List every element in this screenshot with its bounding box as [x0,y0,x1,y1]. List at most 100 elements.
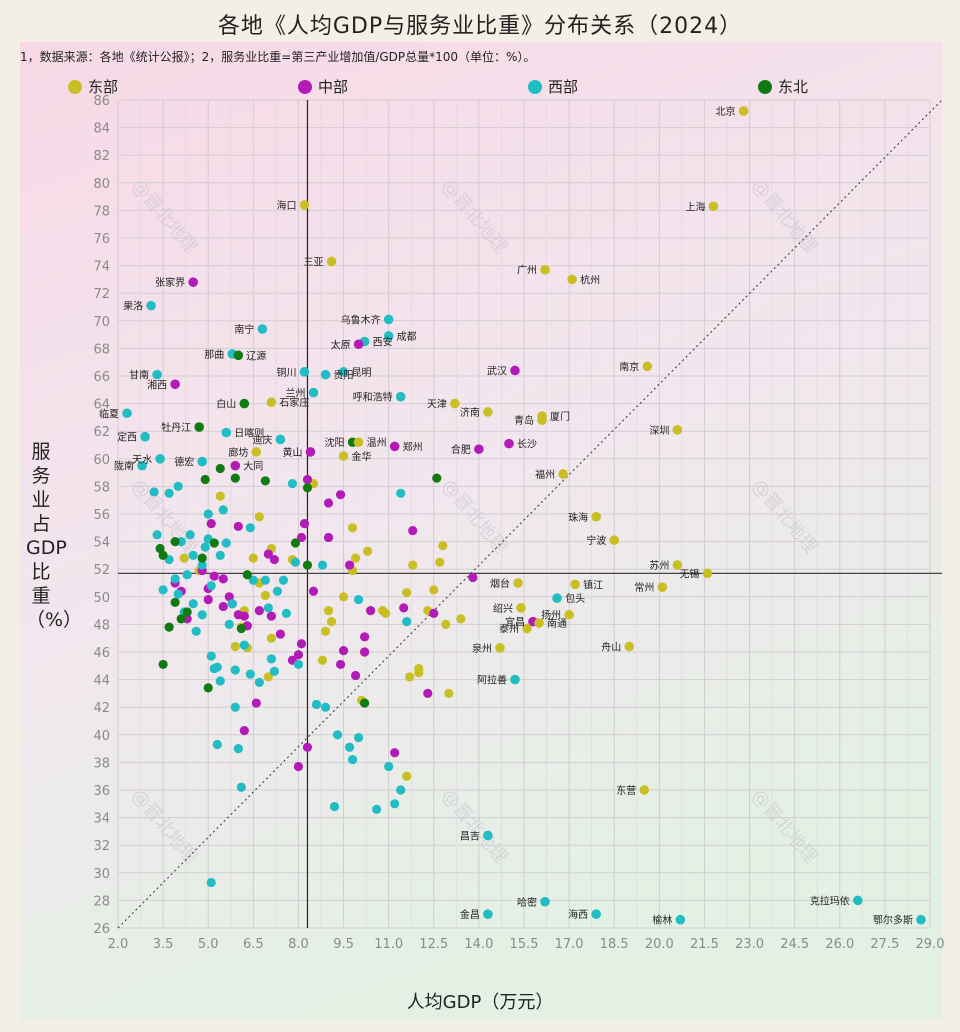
data-point [182,570,192,580]
data-point-labeled [639,785,650,795]
point-label: 甘南 [129,369,149,382]
y-tick-label: 66 [93,370,110,385]
x-tick-label: 14.0 [464,937,493,952]
y-tick-label: 64 [93,398,110,413]
data-point [215,550,225,561]
x-axis-label: 人均GDP（万元） [406,992,554,1013]
data-point-labeled [853,895,863,906]
data-point [230,702,240,712]
data-point [302,560,313,570]
data-point-labeled [672,560,683,570]
legend-item-east[interactable]: 东部 [68,76,118,97]
point-label: 包头 [565,592,585,605]
data-point-labeled [540,264,550,275]
data-point [408,525,418,536]
point-label: 南宁 [234,323,254,336]
data-point-labeled [708,201,719,212]
point-label: 牡丹江 [161,421,191,434]
data-point-labeled [233,350,244,361]
data-points [122,106,926,925]
data-point [399,603,409,613]
point-label: 金昌 [460,908,480,921]
point-label: 阿拉善 [477,674,507,687]
data-point-labeled [510,674,520,685]
y-tick-label: 62 [93,425,110,440]
x-tick-label: 12.5 [419,937,448,952]
point-label: 太原 [331,338,351,351]
point-label: 定西 [117,431,137,444]
data-point [230,665,240,675]
data-point-labeled [672,425,683,435]
reference-lines [117,99,943,929]
data-point-labeled [474,444,484,454]
data-point [338,592,349,602]
x-tick-label: 6.5 [243,937,264,952]
legend-item-central[interactable]: 中部 [298,76,348,97]
data-point [149,487,159,497]
data-point [191,626,201,636]
data-point [245,523,255,533]
data-point [233,521,243,532]
data-point [402,771,412,781]
point-label: 哈密 [517,896,537,909]
data-point-labeled [383,331,394,341]
data-point [218,601,228,612]
data-point [317,560,328,570]
y-tick-label: 60 [93,453,110,468]
data-point [200,542,210,552]
data-point-labeled [510,365,520,376]
legend-label-northeast: 东北 [778,78,809,96]
data-point-labeled [140,431,150,442]
data-point [155,543,165,554]
data-point-labeled [152,369,162,380]
legend-item-northeast[interactable]: 东北 [758,76,808,97]
point-label: 贵阳 [334,369,354,382]
data-point [323,606,334,616]
data-point [396,785,406,795]
data-point-labeled [537,411,547,421]
data-point [254,677,264,687]
data-point [293,761,304,772]
point-label: 镇江 [583,578,603,591]
point-label: 宁波 [586,534,606,547]
data-point [402,588,412,598]
data-point [287,479,298,489]
point-label: 果洛 [123,300,143,313]
data-point [158,550,168,561]
data-point [408,560,418,570]
point-label: 日喀则 [234,427,264,440]
data-point-labeled [338,451,349,461]
point-label: 南京 [619,360,639,373]
y-tick-label: 26 [93,922,110,937]
data-point [290,557,301,567]
data-point-labeled [609,535,620,546]
data-point [203,594,213,605]
data-point-labeled [591,909,601,919]
data-point-labeled [516,603,526,613]
point-label: 合肥 [451,443,471,456]
data-point [263,672,273,682]
data-point [203,509,213,519]
point-label: 克拉玛依 [810,894,850,907]
data-point-labeled [353,339,364,350]
data-point [254,606,264,616]
data-point [215,676,225,686]
y-tick-label: 46 [93,646,110,661]
data-point [215,491,225,501]
point-label: 黄山 [282,446,302,459]
data-point [317,655,328,665]
point-label: 乌鲁木齐 [341,313,381,326]
point-label: 湘西 [147,378,167,391]
point-label: 扬州 [541,609,561,622]
data-point [278,575,289,585]
data-point-labeled [504,438,514,449]
data-point-labeled [483,909,493,919]
legend-item-west[interactable]: 西部 [528,76,578,97]
data-point [363,546,373,556]
data-point-labeled [155,454,165,464]
x-tick-label: 9.5 [333,937,354,952]
data-point-labeled [916,914,926,925]
x-tick-label: 29.0 [916,937,945,952]
data-point-labeled [450,398,460,409]
data-point [260,590,270,601]
